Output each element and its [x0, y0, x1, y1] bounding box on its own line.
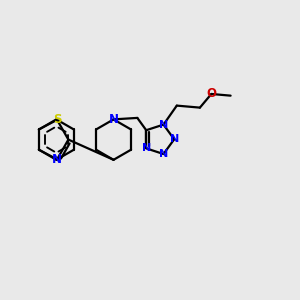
Text: N: N — [159, 120, 168, 130]
Text: S: S — [53, 113, 61, 126]
Text: N: N — [109, 113, 118, 126]
Text: N: N — [169, 134, 179, 144]
Text: N: N — [52, 153, 62, 166]
Text: N: N — [142, 143, 151, 153]
Text: O: O — [206, 88, 216, 100]
Text: N: N — [159, 149, 168, 159]
